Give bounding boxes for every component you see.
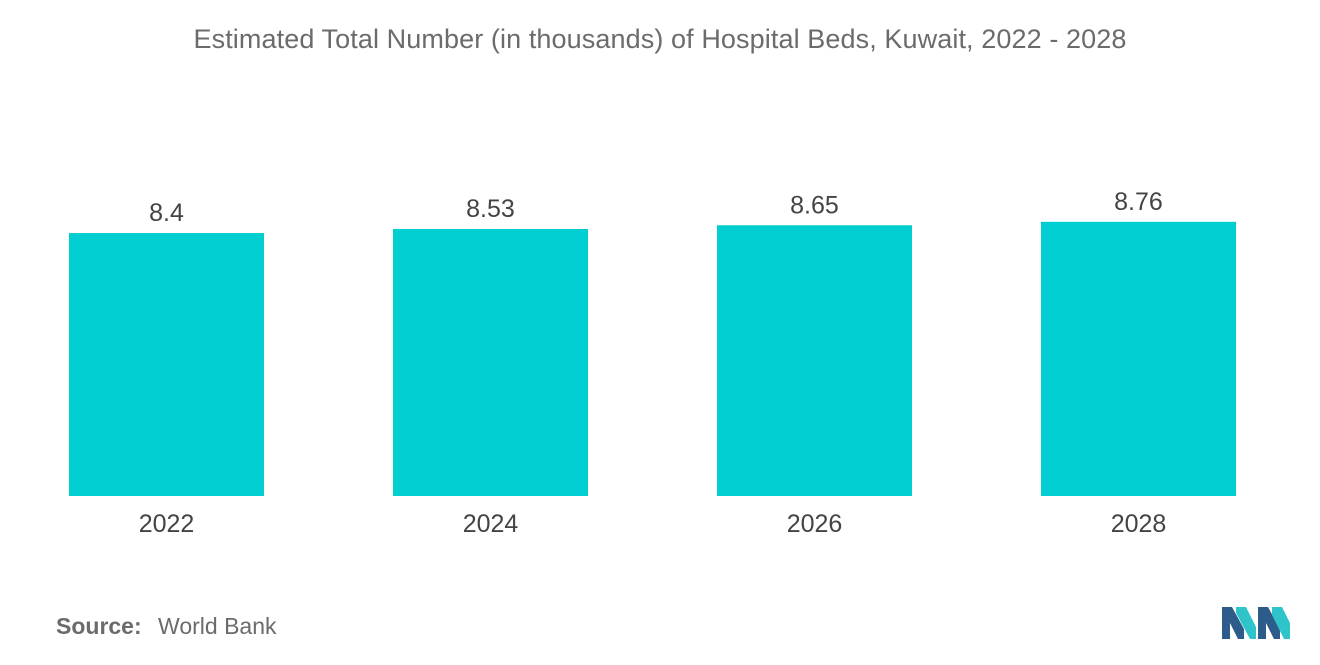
logo-shape-4 xyxy=(1272,607,1290,639)
logo-shape-2 xyxy=(1236,607,1256,639)
bar-2022 xyxy=(69,233,264,496)
data-label-2024: 8.53 xyxy=(466,195,515,223)
x-tick-label-2022: 2022 xyxy=(139,510,195,538)
mordor-intelligence-logo-icon xyxy=(1222,607,1290,639)
logo-shape-1 xyxy=(1222,607,1244,639)
source-note: Source: World Bank xyxy=(56,613,277,640)
source-label: Source: xyxy=(56,613,142,639)
bar-chart: 8.4 2022 8.53 2024 8.65 2026 8.76 2028 xyxy=(69,188,1236,538)
data-label-2028: 8.76 xyxy=(1114,188,1163,216)
logo-shape-3 xyxy=(1258,607,1280,639)
data-label-2026: 8.65 xyxy=(790,191,839,219)
data-label-2022: 8.4 xyxy=(149,199,184,227)
x-tick-label-2028: 2028 xyxy=(1111,510,1167,538)
bar-2028 xyxy=(1041,221,1236,496)
source-value: World Bank xyxy=(158,613,277,639)
x-tick-label-2026: 2026 xyxy=(787,510,843,538)
bar-2026 xyxy=(717,225,912,496)
bar-2024 xyxy=(393,229,588,497)
x-tick-label-2024: 2024 xyxy=(463,510,519,538)
chart-title: Estimated Total Number (in thousands) of… xyxy=(193,24,1127,54)
